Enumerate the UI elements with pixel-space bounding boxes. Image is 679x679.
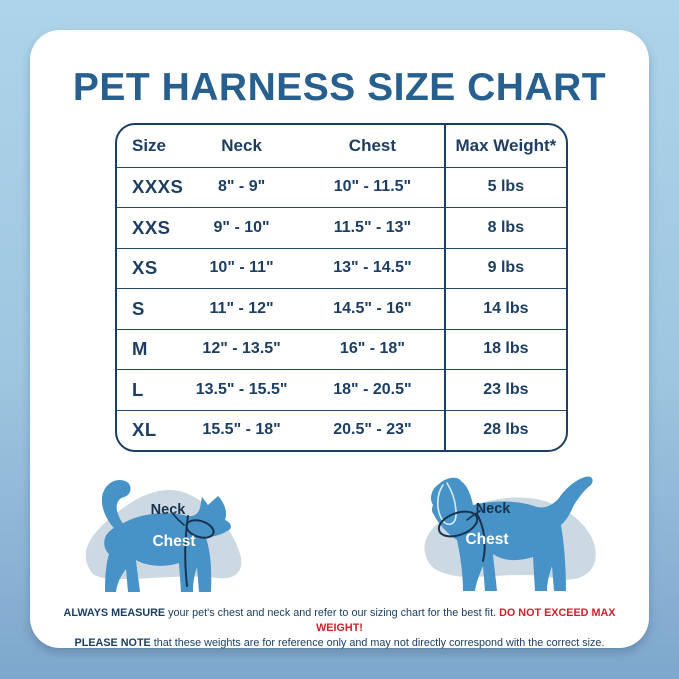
- cat-tail: [101, 479, 133, 538]
- table-row: XS 10" - 11" 13" - 14.5" 9 lbs: [117, 247, 566, 289]
- max-weight-cell: 28 lbs: [443, 409, 566, 450]
- chest-cell: 13" - 14.5": [301, 247, 445, 289]
- neck-cell: 8" - 9": [182, 166, 302, 208]
- size-chart-card: PET HARNESS SIZE CHART Size Neck Chest M…: [30, 30, 649, 651]
- dog-neck-label: Neck: [476, 501, 512, 517]
- please-note-text: PLEASE NOTE: [74, 637, 151, 649]
- size-cell: S: [117, 288, 183, 330]
- footnote-line-1: ALWAYS MEASURE your pet's chest and neck…: [44, 606, 635, 636]
- max-weight-cell: 9 lbs: [443, 247, 566, 289]
- cat-silhouette-icon: Neck Chest: [85, 479, 242, 592]
- neck-cell: 10" - 11": [182, 247, 302, 289]
- cat-chest-label: Chest: [152, 533, 195, 550]
- max-weight-cell: 5 lbs: [443, 166, 566, 208]
- cat-neck-label: Neck: [151, 502, 187, 518]
- column-header-chest: Chest: [348, 135, 397, 155]
- chest-cell: 14.5" - 16": [301, 288, 445, 330]
- dog-body: [431, 476, 593, 591]
- dog-neck-loop-line: [437, 510, 479, 538]
- size-cell: M: [117, 328, 183, 370]
- size-cell: XXXS: [117, 166, 183, 208]
- size-cell: XXS: [117, 207, 183, 249]
- neck-cell: 15.5" - 18": [182, 409, 302, 450]
- size-cell: L: [117, 369, 183, 411]
- always-measure-text: ALWAYS MEASURE: [63, 607, 166, 619]
- cat-neck-loop-line: [185, 519, 215, 539]
- table-row: M 12" - 13.5" 16" - 18" 18 lbs: [117, 328, 566, 370]
- chest-cell: 20.5" - 23": [301, 409, 445, 450]
- dog-ear-outline: [436, 482, 457, 526]
- footnote-line-1-text: your pet's chest and neck and refer to o…: [165, 607, 500, 619]
- max-weight-cell: 14 lbs: [443, 288, 566, 330]
- dog-chest-strap-line: [476, 513, 486, 562]
- chest-cell: 18" - 20.5": [301, 369, 445, 411]
- neck-cell: 9" - 10": [182, 207, 302, 249]
- footnote-line-2-text: that these weights are for reference onl…: [150, 637, 605, 649]
- neck-cell: 13.5" - 15.5": [182, 369, 302, 411]
- table-row: S 11" - 12" 14.5" - 16" 14 lbs: [117, 288, 566, 330]
- page-title: PET HARNESS SIZE CHART: [72, 66, 607, 109]
- size-cell: XL: [117, 409, 183, 450]
- max-weight-cell: 23 lbs: [443, 369, 566, 411]
- table-row: L 13.5" - 15.5" 18" - 20.5" 23 lbs: [117, 369, 566, 411]
- dog-chest-label: Chest: [465, 531, 508, 548]
- column-header-neck: Neck: [221, 135, 262, 155]
- footnote: ALWAYS MEASURE your pet's chest and neck…: [44, 606, 635, 651]
- dog-neck-pointer-line: [466, 510, 481, 521]
- size-chart-table: Size Neck Chest Max Weight* XXXS 8" - 9"…: [115, 123, 568, 452]
- neck-cell: 11" - 12": [182, 288, 302, 330]
- size-cell: XS: [117, 247, 183, 289]
- max-weight-cell: 18 lbs: [443, 328, 566, 370]
- header-row: Size Neck Chest Max Weight*: [117, 125, 566, 167]
- cat-measure-diagram: Neck Chest: [70, 470, 245, 600]
- dog-silhouette-icon: Neck Chest: [424, 476, 596, 591]
- dog-measure-diagram: Neck Chest: [413, 465, 608, 597]
- max-weight-warning-text: DO NOT EXCEED MAX WEIGHT!: [316, 607, 616, 634]
- footnote-line-2: PLEASE NOTE that these weights are for r…: [44, 636, 635, 651]
- column-header-size: Size: [132, 135, 167, 155]
- chest-cell: 16" - 18": [301, 328, 445, 370]
- neck-cell: 12" - 13.5": [182, 328, 302, 370]
- table-row: XXS 9" - 10" 11.5" - 13" 8 lbs: [117, 207, 566, 249]
- cat-neck-pointer-line: [172, 513, 185, 526]
- table-row: XXXS 8" - 9" 10" - 11.5" 5 lbs: [117, 166, 566, 208]
- column-header-max-weight: Max Weight*: [443, 125, 566, 167]
- chest-cell: 11.5" - 13": [301, 207, 445, 249]
- max-weight-cell: 8 lbs: [443, 207, 566, 249]
- chest-cell: 10" - 11.5": [301, 166, 445, 208]
- table-row: XL 15.5" - 18" 20.5" - 23" 28 lbs: [117, 409, 566, 450]
